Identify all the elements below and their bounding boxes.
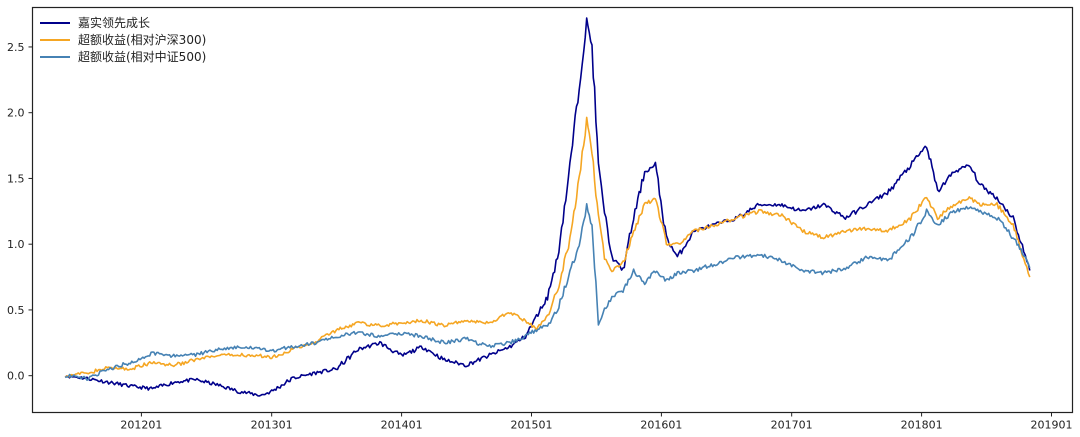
y-tick-label-3: 1.5	[7, 172, 25, 185]
x-tick-label-3: 201501	[511, 419, 553, 432]
y-tick-label-1: 0.5	[7, 304, 25, 317]
y-tick-label-5: 2.5	[7, 41, 25, 54]
y-tick-label-2: 1.0	[7, 238, 25, 251]
y-axis: 0.0 0.5 1.0 1.5 2.0 2.5	[7, 41, 33, 383]
y-tick-label-4: 2.0	[7, 107, 25, 120]
series-line-1	[64, 116, 1031, 379]
plot-frame	[31, 6, 1074, 414]
x-tick-label-1: 201301	[251, 419, 293, 432]
x-tick-label-4: 201601	[640, 419, 682, 432]
series-line-2	[64, 203, 1031, 381]
legend-label-1: 超额收益(相对沪深300)	[78, 32, 206, 47]
series-lines	[64, 17, 1031, 397]
x-tick-label-7: 201901	[1031, 419, 1073, 432]
series-line-0	[64, 17, 1031, 397]
x-axis: 201201 201301 201401 201501 201601 201701 2018…	[120, 412, 1073, 432]
x-tick-label-2: 201401	[381, 419, 423, 432]
x-tick-label-6: 201801	[901, 419, 943, 432]
y-tick-label-0: 0.0	[7, 370, 25, 383]
x-tick-label-0: 201201	[120, 419, 162, 432]
legend-label-0: 嘉实领先成长	[78, 15, 150, 30]
legend-label-2: 超额收益(相对中证500)	[78, 49, 206, 64]
x-tick-label-5: 201701	[771, 419, 813, 432]
